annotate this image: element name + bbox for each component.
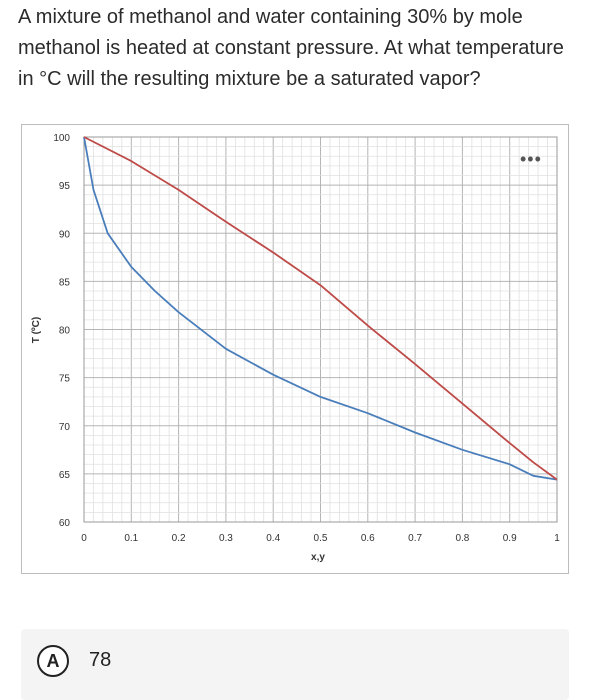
x-tick-label: 0.3 [219,533,233,544]
x-tick-label: 0.7 [408,533,422,544]
y-tick-label: 80 [59,326,71,337]
x-tick-label: 0 [81,533,87,544]
chart-series [83,136,558,481]
question-text: A mixture of methanol and water containi… [18,6,564,90]
vle-chart: 0 0.1 0.2 0.3 0.4 0.5 0.6 0.7 0.8 0.9 1 60 65 70 75 80 8… [31,133,560,563]
x-axis-label: x,y [311,552,325,563]
y-tick-label: 70 [59,422,71,433]
y-tick-label: 100 [53,133,70,144]
y-tick-label: 65 [59,470,71,481]
y-tick-label: 85 [59,277,71,288]
chart-ticks: 0 0.1 0.2 0.3 0.4 0.5 0.6 0.7 0.8 0.9 1 60 65 70 75 80 8… [53,133,560,544]
answer-option-a[interactable]: A 78 [21,629,569,700]
y-tick-label: 90 [59,229,71,240]
y-tick-label: 75 [59,374,71,385]
bubble-point-curve [83,136,558,481]
x-tick-label: 0.6 [361,533,375,544]
y-axis-label: T (ºC) [31,317,42,343]
more-dots-icon[interactable]: ••• [520,149,542,169]
chart-frame: 0 0.1 0.2 0.3 0.4 0.5 0.6 0.7 0.8 0.9 1 60 65 70 75 80 8… [21,124,569,574]
y-tick-label: 60 [59,518,71,529]
x-tick-label: 0.4 [266,533,280,544]
x-tick-label: 1 [554,533,560,544]
x-tick-label: 0.8 [455,533,469,544]
dew-point-curve [83,136,558,481]
x-tick-label: 0.1 [124,533,138,544]
plot-area-border [83,136,558,523]
x-tick-label: 0.2 [172,533,186,544]
answer-letter-badge: A [37,645,69,677]
x-tick-label: 0.9 [503,533,517,544]
answer-value: 78 [89,649,112,671]
chart-grid [83,136,558,523]
y-tick-label: 95 [59,181,71,192]
x-tick-label: 0.5 [314,533,328,544]
